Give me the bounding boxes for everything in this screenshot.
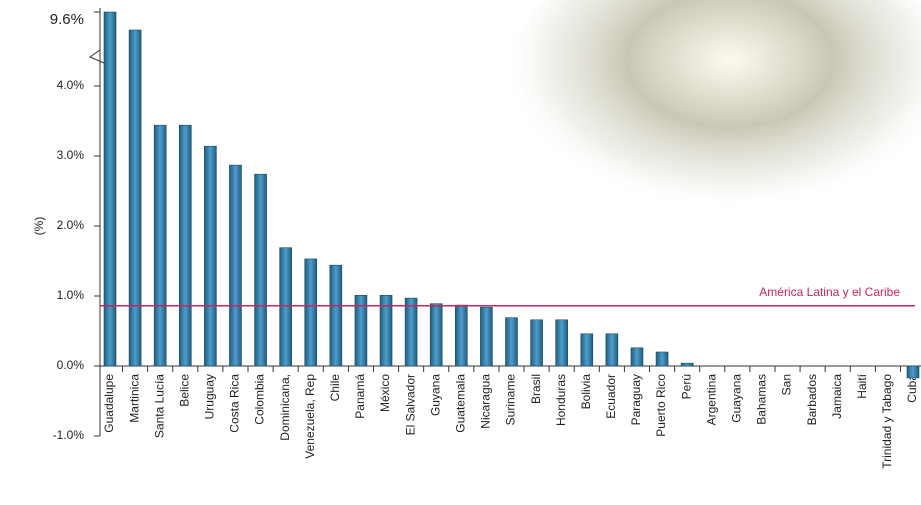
bar <box>505 317 518 367</box>
axis-break <box>88 49 105 64</box>
bar <box>103 11 117 367</box>
bar <box>404 297 418 367</box>
x-tick-label: Brasil <box>529 374 543 404</box>
x-tick-label: Guyana <box>428 374 442 416</box>
bar <box>204 145 217 367</box>
y-tick-label: 4.0% <box>57 78 85 92</box>
x-tick-label: Perú <box>679 374 693 399</box>
bar <box>304 258 318 367</box>
y-tick-label: -1.0% <box>53 428 85 442</box>
bar <box>530 319 543 367</box>
x-tick-label: Suriname <box>504 374 518 426</box>
y-tick-label: 3.0% <box>57 148 85 162</box>
bar <box>680 362 694 367</box>
bar <box>329 264 343 367</box>
bar <box>605 333 619 367</box>
y-tick-label: 9.6% <box>50 11 84 28</box>
x-tick-label: Cuba <box>905 374 919 403</box>
background-glow <box>500 0 921 240</box>
x-tick-label: Dominicana, <box>278 374 292 441</box>
y-tick-label: 1.0% <box>57 288 85 302</box>
bar <box>379 294 393 367</box>
x-tick-label: Haití <box>855 373 869 398</box>
reference-label: América Latina y el Caribe <box>759 285 900 299</box>
x-tick-label: México <box>378 374 392 412</box>
x-tick-label: Bahamas <box>755 374 769 425</box>
y-tick-label: 0.0% <box>57 358 85 372</box>
bar <box>354 294 368 367</box>
bar <box>630 347 644 367</box>
bar <box>229 164 242 367</box>
bar <box>279 247 292 367</box>
y-axis-label: (%) <box>32 217 46 236</box>
x-tick-label: San <box>780 374 794 395</box>
x-tick-label: Honduras <box>554 374 568 426</box>
x-tick-label: Guadalupe <box>102 374 116 433</box>
x-tick-label: Guayana <box>730 374 744 423</box>
bar <box>480 306 493 367</box>
x-tick-label: Colombia <box>253 374 267 425</box>
bar <box>580 333 594 367</box>
x-tick-label: Puerto Rico <box>654 374 668 437</box>
x-tick-label: Nicaragua <box>479 374 493 429</box>
x-tick-label: Jamaica <box>830 374 844 419</box>
bar <box>555 319 568 367</box>
bar <box>128 29 142 367</box>
x-tick-label: Uruguay <box>203 374 217 419</box>
x-tick-label: Belice <box>177 374 191 407</box>
bar <box>178 124 192 367</box>
x-tick-label: Guatemala <box>453 374 467 433</box>
x-tick-label: Trinidad y Tabago <box>880 374 894 469</box>
x-tick-label: Martinica <box>127 374 141 423</box>
x-tick-label: Barbados <box>805 374 819 425</box>
bar <box>455 304 468 367</box>
x-tick-label: Paraguay <box>629 374 643 425</box>
x-tick-label: Santa Lucía <box>152 374 166 438</box>
x-tick-label: Venezuela, Rep <box>303 374 317 459</box>
x-tick-label: Panamá <box>353 374 367 419</box>
x-tick-label: Costa Rica <box>228 374 242 433</box>
x-tick-label: Argentina <box>704 374 718 426</box>
y-tick-label: 2.0% <box>57 218 85 232</box>
x-tick-label: El Salvador <box>403 374 417 435</box>
x-tick-label: Ecuador <box>604 374 618 419</box>
bar <box>429 303 443 367</box>
bar <box>254 173 267 367</box>
x-tick-label: Chile <box>328 374 342 402</box>
bar <box>655 351 669 367</box>
bar <box>906 365 920 379</box>
x-tick-label: Bolivia <box>579 374 593 410</box>
bar <box>153 124 167 367</box>
